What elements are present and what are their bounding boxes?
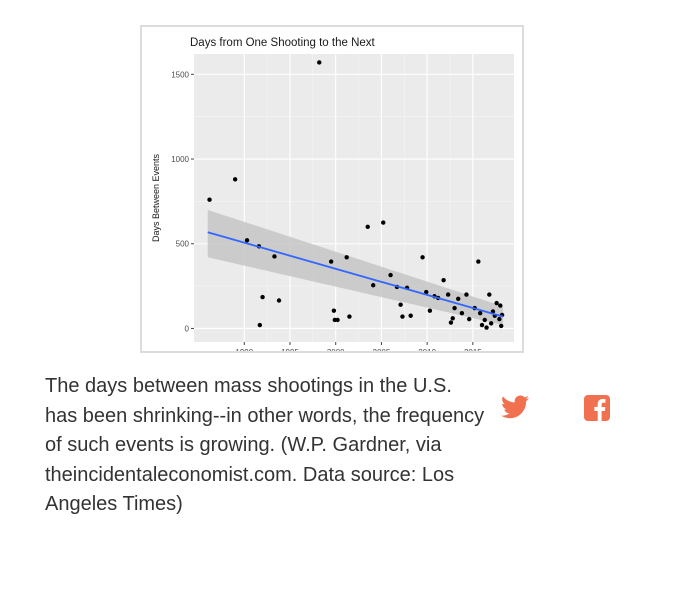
data-point xyxy=(476,259,481,264)
y-tick-label: 500 xyxy=(176,240,190,249)
data-point xyxy=(398,302,403,307)
data-point xyxy=(207,197,212,202)
y-axis-label: Days Between Events xyxy=(151,153,161,242)
data-point xyxy=(276,298,282,303)
x-tick-label: 2005 xyxy=(373,348,391,351)
x-tick-label: 2000 xyxy=(327,348,345,351)
data-point xyxy=(499,323,504,329)
data-point xyxy=(272,254,277,259)
data-point xyxy=(424,289,429,295)
data-point xyxy=(335,317,340,323)
x-tick-label: 2010 xyxy=(418,348,436,351)
data-point xyxy=(497,316,502,322)
facebook-icon xyxy=(584,395,610,421)
data-point xyxy=(484,325,489,330)
data-point xyxy=(344,255,349,260)
trend-line xyxy=(207,231,504,318)
data-point xyxy=(317,60,322,65)
data-point xyxy=(331,308,337,313)
data-point xyxy=(420,255,425,260)
data-point xyxy=(482,317,487,323)
data-point xyxy=(498,303,503,308)
chart-caption: The days between mass shootings in the U… xyxy=(45,375,485,515)
data-point xyxy=(257,322,263,328)
data-point xyxy=(477,311,483,316)
data-point xyxy=(487,292,492,297)
data-point xyxy=(479,322,485,328)
data-point xyxy=(381,220,386,225)
chart-title: Days from One Shooting to the Next xyxy=(190,37,376,49)
data-point xyxy=(347,314,352,319)
data-point xyxy=(408,313,413,318)
twitter-icon xyxy=(501,395,529,419)
data-point xyxy=(232,177,238,182)
data-point xyxy=(450,316,455,321)
data-point xyxy=(400,314,405,319)
x-tick-label: 1995 xyxy=(281,348,299,351)
data-point xyxy=(459,311,465,316)
data-point xyxy=(388,272,393,278)
y-tick-label: 1500 xyxy=(171,70,189,79)
data-point xyxy=(488,321,494,326)
data-point xyxy=(452,305,457,311)
scatter-plot: 1990 1995 2000 2005 2010 2015 0 500 1000 1500 Days… xyxy=(151,37,514,351)
y-tick-label: 0 xyxy=(185,324,190,333)
data-point xyxy=(494,300,499,306)
y-tick-label: 1000 xyxy=(171,155,189,164)
data-point xyxy=(365,224,370,229)
data-point xyxy=(260,294,265,300)
data-point xyxy=(441,277,446,283)
data-point xyxy=(464,292,469,297)
data-point xyxy=(467,316,472,322)
data-point xyxy=(244,238,250,243)
data-point xyxy=(448,320,454,325)
data-point xyxy=(371,283,376,288)
twitter-share-button[interactable] xyxy=(501,395,529,419)
x-tick-label: 1990 xyxy=(235,348,253,351)
chart-figure: 1990 1995 2000 2005 2010 2015 0 500 1000 1500 Days… xyxy=(140,25,524,353)
facebook-share-button[interactable] xyxy=(584,395,610,421)
data-point xyxy=(427,308,433,313)
data-point xyxy=(328,259,334,264)
data-point xyxy=(456,296,461,301)
x-tick-label: 2015 xyxy=(464,348,482,351)
data-point xyxy=(445,292,451,297)
